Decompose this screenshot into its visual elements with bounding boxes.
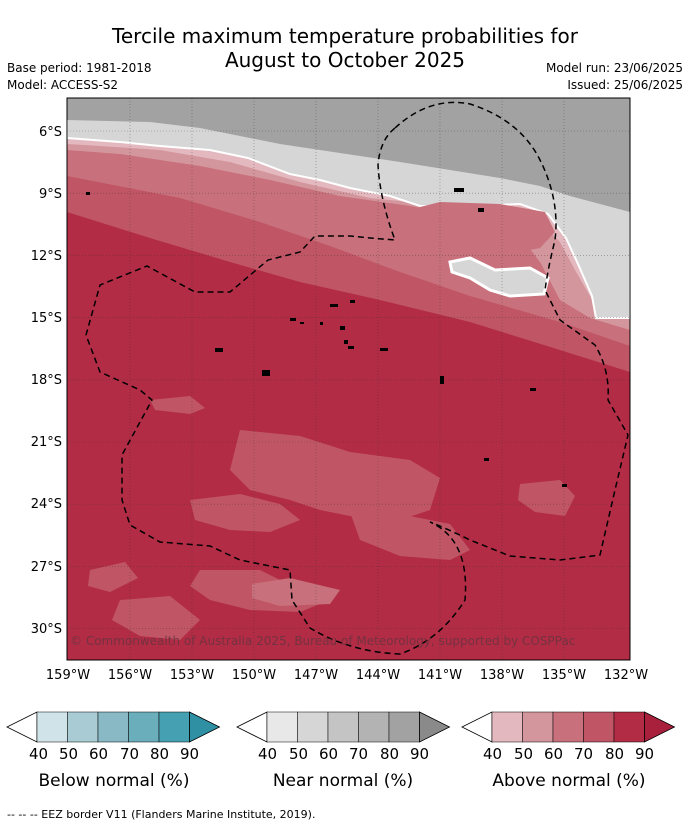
- colorbar-above-normal: [461, 711, 676, 743]
- lat-label: 12°S: [31, 249, 62, 264]
- colorbar-min-arrow: [236, 711, 268, 743]
- cb-tick: 60: [319, 745, 339, 763]
- latitude-labels: 6°S 9°S 12°S 15°S 18°S 21°S 24°S 27°S 30…: [31, 125, 62, 637]
- cb-tick: 80: [605, 745, 625, 763]
- above-normal-title: Above normal (%): [492, 771, 646, 791]
- colorbar-segment: [67, 711, 99, 743]
- above-patch-8: [112, 596, 200, 640]
- colorbar-segment: [613, 711, 645, 743]
- cb-tick: 90: [410, 745, 430, 763]
- meta-left: Base period: 1981-2018 Model: ACCESS-S2: [7, 60, 152, 94]
- cb-tick: 90: [180, 745, 200, 763]
- cb-tick: 40: [29, 745, 49, 763]
- lat-label: 9°S: [39, 187, 62, 202]
- title-line-2: August to October 2025: [224, 48, 466, 72]
- near-normal-pocket: [448, 256, 550, 298]
- colorbar-below-normal: [6, 711, 221, 743]
- colorbar-segment: [297, 711, 329, 743]
- cb-tick: 70: [120, 745, 140, 763]
- near-normal-high-region: [67, 98, 630, 212]
- lon-label: 150°W: [232, 668, 276, 683]
- below-normal-title: Below normal (%): [38, 771, 190, 791]
- eez-note: -- -- -- EEZ border V11 (Flanders Marine…: [7, 808, 316, 821]
- lon-label: 132°W: [604, 668, 648, 683]
- colorbar-max-arrow: [189, 711, 221, 743]
- cb-tick: 60: [89, 745, 109, 763]
- above-patch-1: [150, 396, 205, 414]
- colorbar-segment: [491, 711, 523, 743]
- title-line-1: Tercile maximum temperature probabilitie…: [112, 24, 578, 48]
- colorbar-segment: [266, 711, 298, 743]
- eez-border-main: [85, 101, 629, 655]
- colorbar-min-arrow: [461, 711, 493, 743]
- colorbar-segment: [388, 711, 420, 743]
- lon-label: 144°W: [356, 668, 400, 683]
- map-title: Tercile maximum temperature probabilitie…: [0, 24, 690, 72]
- colorbar-segment: [358, 711, 390, 743]
- cb-tick: 90: [635, 745, 655, 763]
- colorbar-segment: [583, 711, 615, 743]
- cb-tick: 50: [289, 745, 309, 763]
- lon-label: 135°W: [542, 668, 586, 683]
- colorbar-segment: [522, 711, 554, 743]
- above-patch-2: [230, 430, 440, 520]
- colorbar-segment: [36, 711, 68, 743]
- lat-label: 27°S: [31, 560, 62, 575]
- lat-label: 15°S: [31, 311, 62, 326]
- cb-tick: 40: [258, 745, 278, 763]
- model-text: Model: ACCESS-S2: [7, 78, 119, 92]
- colorbar-segment: [97, 711, 129, 743]
- cb-tick: 40: [483, 745, 503, 763]
- cb-tick: 50: [59, 745, 79, 763]
- eez-borders: [85, 101, 629, 655]
- above-patch-3: [190, 494, 300, 532]
- lat-label: 6°S: [39, 125, 62, 140]
- cb-tick: 70: [574, 745, 594, 763]
- model-run-text: Model run: 23/06/2025: [545, 61, 683, 75]
- base-period-text: Base period: 1981-2018: [7, 61, 152, 75]
- colorbar-max-arrow: [644, 711, 676, 743]
- lat-label: 24°S: [31, 497, 62, 512]
- gridlines: [67, 98, 630, 660]
- cb-tick: 80: [380, 745, 400, 763]
- colorbar-segment: [158, 711, 190, 743]
- above-patch-6: [88, 562, 138, 592]
- lat-label: 30°S: [31, 622, 62, 637]
- cb-tick: 50: [514, 745, 534, 763]
- map-fill: [67, 98, 630, 660]
- lat-label: 18°S: [31, 373, 62, 388]
- colorbar-segment: [327, 711, 359, 743]
- lat-label: 21°S: [31, 435, 62, 450]
- cb-tick: 60: [544, 745, 564, 763]
- cb-tick: 80: [150, 745, 170, 763]
- above-inner-patch: [400, 202, 555, 256]
- map-frame: [66, 97, 631, 661]
- colorbar-segment: [552, 711, 584, 743]
- colorbar-near-normal: [236, 711, 451, 743]
- cb-tick: 70: [349, 745, 369, 763]
- above-patch-5: [518, 480, 575, 516]
- islands: [86, 188, 567, 487]
- copyright-text: © Commonwealth of Australia 2025, Bureau…: [70, 634, 576, 648]
- meta-right: Model run: 23/06/2025 Issued: 25/06/2025: [546, 60, 683, 94]
- lon-label: 153°W: [170, 668, 214, 683]
- colorbar-segment: [128, 711, 160, 743]
- longitude-labels: 159°W 156°W 153°W 150°W 147°W 144°W 141°…: [46, 668, 648, 683]
- lon-label: 141°W: [418, 668, 462, 683]
- lon-label: 159°W: [46, 668, 90, 683]
- above-patch-9: [252, 578, 340, 606]
- issued-text: Issued: 25/06/2025: [567, 78, 683, 92]
- lon-label: 156°W: [108, 668, 152, 683]
- near-normal-title: Near normal (%): [272, 771, 414, 791]
- lon-label: 138°W: [480, 668, 524, 683]
- colorbar-min-arrow: [6, 711, 38, 743]
- colorbar-max-arrow: [419, 711, 451, 743]
- lon-label: 147°W: [294, 668, 338, 683]
